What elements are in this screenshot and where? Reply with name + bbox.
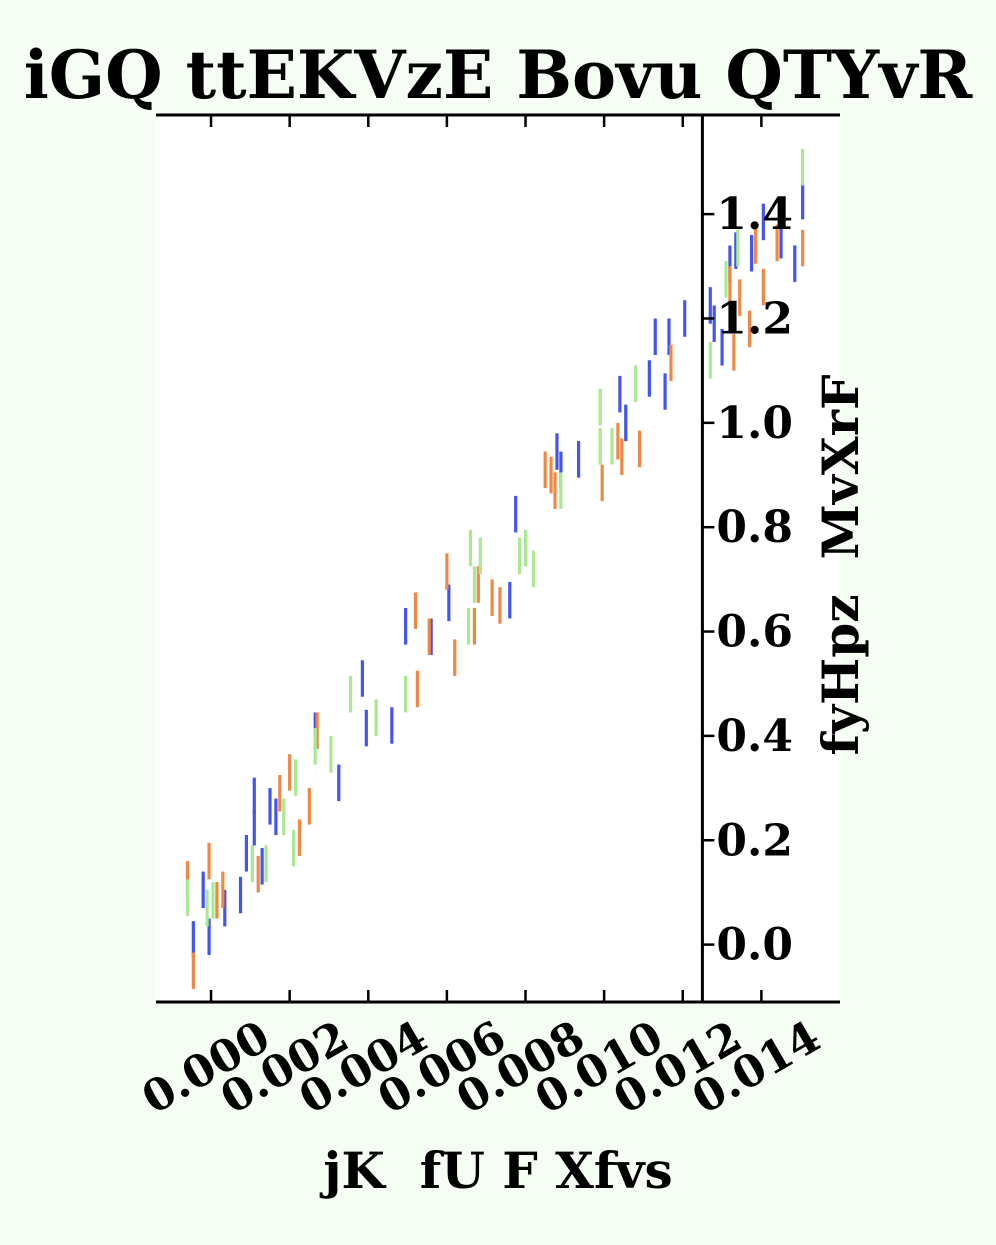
- y-tick-label: 0.6: [716, 607, 793, 658]
- y-tick-label: 0.2: [716, 815, 793, 866]
- chart-title: iGQ ttEKVzE Bovu QTYvR: [24, 36, 974, 114]
- y-tick-label: 1.2: [716, 293, 793, 344]
- y-tick-label: 0.0: [716, 920, 793, 971]
- y-tick-label: 1.0: [716, 398, 793, 449]
- x-axis-label: jK fU F Xfvs: [319, 1141, 672, 1200]
- y-tick-label: 0.8: [716, 502, 793, 553]
- series-2: [185, 224, 805, 989]
- y-tick-label: 1.4: [716, 189, 793, 240]
- data-layer: [185, 148, 805, 989]
- y-axis-ticks: 0.0 0.2 0.4 0.6 0.8 1.0 1.2 1.4: [702, 189, 793, 971]
- series-3: [185, 148, 805, 927]
- y-axis-label: fyHpz MvXrF: [811, 374, 870, 755]
- y-tick-label: 0.4: [716, 711, 793, 762]
- series-1: [191, 182, 805, 958]
